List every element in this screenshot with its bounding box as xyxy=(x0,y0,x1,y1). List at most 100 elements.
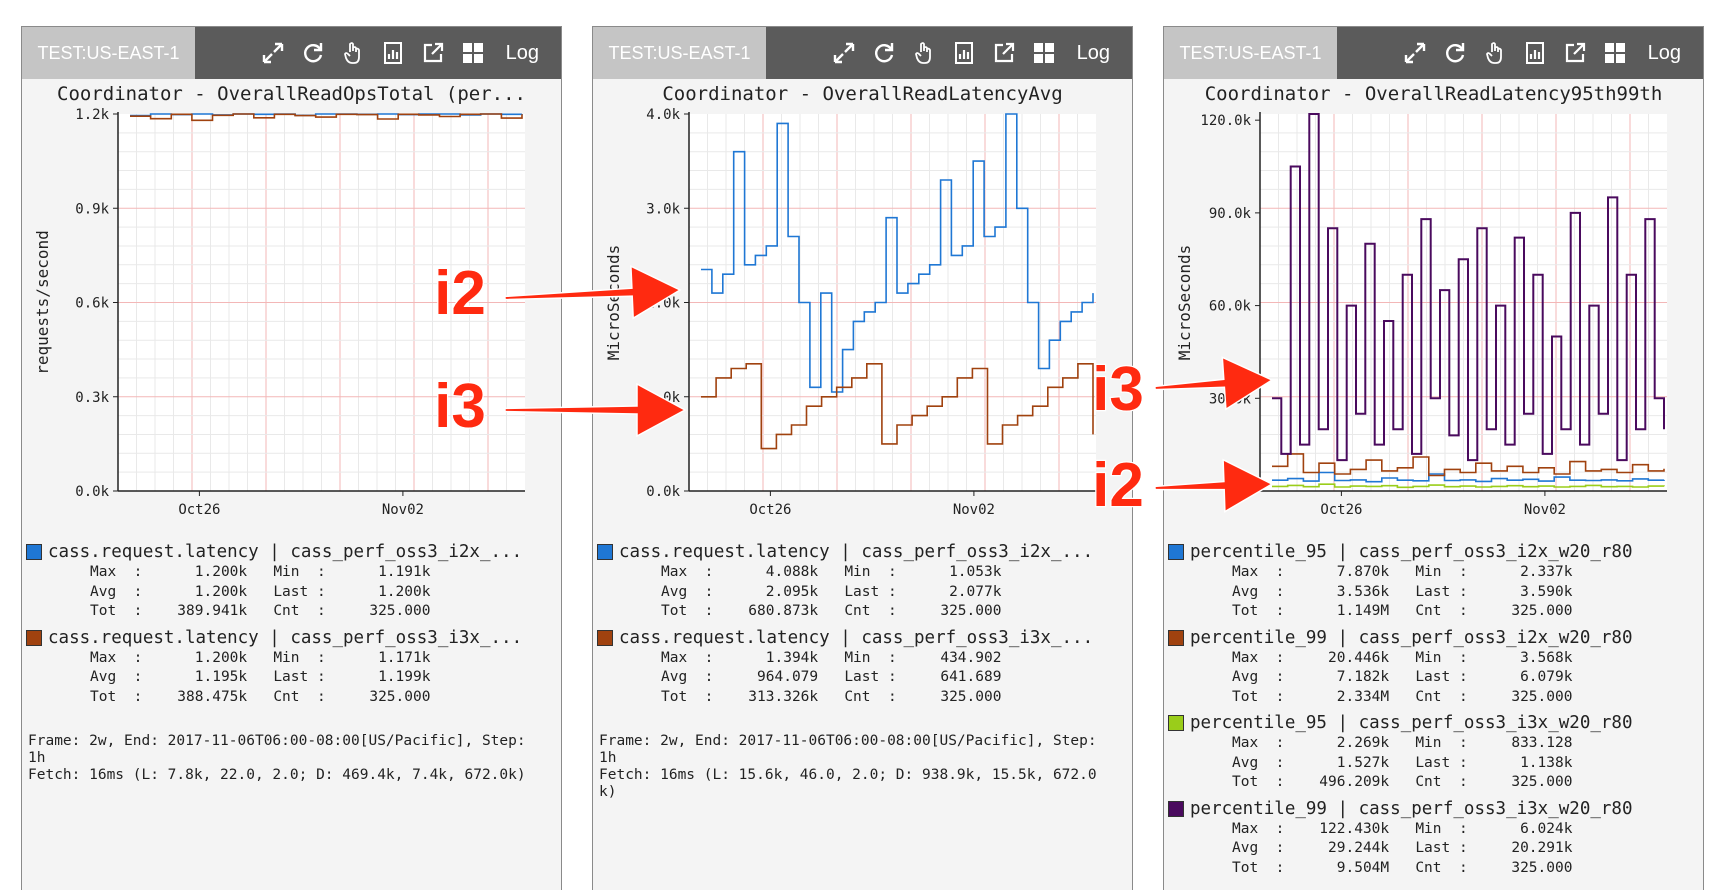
frame-info: Frame: 2w, End: 2017-11-06T06:00-08:00[U… xyxy=(599,733,1097,800)
refresh-icon[interactable] xyxy=(871,40,897,66)
legend-header: cass.request.latency | cass_perf_oss3_i2… xyxy=(597,541,1129,563)
popout-icon[interactable] xyxy=(420,40,446,66)
chart-plot[interactable]: 30.0k 60.0k 90.0k 120.0k Oct26 Nov02 MicroSeco… xyxy=(1164,27,1704,537)
popout-icon[interactable] xyxy=(991,40,1017,66)
chart-plot[interactable]: 0.0k 1.0k 2.0k 3.0k 4.0k Oct26 Nov02 MicroSecon… xyxy=(593,27,1133,537)
grid-icon[interactable] xyxy=(1031,40,1057,66)
series-line-1 xyxy=(701,113,1094,393)
legend-swatch xyxy=(26,629,42,646)
legend-swatch xyxy=(1168,800,1184,817)
refresh-icon[interactable] xyxy=(1442,40,1468,66)
legend-item[interactable]: cass.request.latency | cass_perf_oss3_i3… xyxy=(597,627,1129,708)
legend-swatch xyxy=(1168,715,1184,731)
chart-legend: cass.request.latency | cass_perf_oss3_i2… xyxy=(26,541,558,712)
legend-item[interactable]: cass.request.latency | cass_perf_oss3_i3… xyxy=(26,627,558,708)
series-line-2 xyxy=(701,363,1094,450)
y-tick-label: 4.0k xyxy=(646,107,680,123)
y-tick-label: 0.3k xyxy=(75,390,109,406)
log-button[interactable]: Log xyxy=(505,42,539,64)
cluster-tab[interactable]: TEST:US-EAST-1 xyxy=(1164,27,1337,79)
y-tick-label: 3.0k xyxy=(646,201,680,217)
panel-header: TEST:US-EAST-1 Log xyxy=(1164,27,1703,79)
legend-label: cass.request.latency | cass_perf_oss3_i2… xyxy=(619,542,1094,562)
legend-header: percentile_95 | cass_perf_oss3_i3x_w20_r… xyxy=(1168,712,1700,734)
y-tick-label: 120.0k xyxy=(1200,113,1251,129)
legend-header: percentile_99 | cass_perf_oss3_i2x_w20_r… xyxy=(1168,627,1700,649)
series-line-4 xyxy=(1272,113,1665,462)
legend-stats: Max : 7.870k Min : 2.337k Avg : 3.536k L… xyxy=(1232,564,1573,619)
x-tick-label: Oct26 xyxy=(178,502,220,518)
grid-icon[interactable] xyxy=(460,40,486,66)
dashboard-panel: TEST:US-EAST-1 Log Coordinator - OverallRe… xyxy=(592,26,1133,890)
legend-swatch xyxy=(1168,544,1184,560)
pointer-hand-icon[interactable] xyxy=(1482,40,1508,66)
y-tick-label: 60.0k xyxy=(1209,299,1252,315)
legend-stats: Max : 122.430k Min : 6.024k Avg : 29.244… xyxy=(1232,820,1573,876)
report-icon[interactable] xyxy=(1522,40,1548,66)
grid-icon[interactable] xyxy=(1602,40,1628,66)
y-axis-label: MicroSeconds xyxy=(604,245,623,361)
legend-item[interactable]: percentile_99 | cass_perf_oss3_i2x_w20_r… xyxy=(1168,627,1700,708)
expand-icon[interactable] xyxy=(1402,40,1428,66)
y-tick-label: 0.9k xyxy=(75,201,109,217)
dashboard-panel: TEST:US-EAST-1 Log Coordinator - OverallRe… xyxy=(1163,26,1704,890)
legend-stats: Max : 1.394k Min : 434.902 Avg : 964.079… xyxy=(661,649,1002,705)
report-icon[interactable] xyxy=(951,40,977,66)
legend-swatch xyxy=(597,544,613,560)
refresh-icon[interactable] xyxy=(300,40,326,66)
cluster-tab[interactable]: TEST:US-EAST-1 xyxy=(593,27,766,79)
x-tick-label: Oct26 xyxy=(1320,502,1362,518)
log-button[interactable]: Log xyxy=(1076,42,1110,64)
legend-header: percentile_95 | cass_perf_oss3_i2x_w20_r… xyxy=(1168,541,1700,563)
legend-header: percentile_99 | cass_perf_oss3_i3x_w20_r… xyxy=(1168,798,1700,820)
expand-icon[interactable] xyxy=(260,40,286,66)
legend-label: percentile_99 | cass_perf_oss3_i2x_w20_r… xyxy=(1190,627,1633,648)
legend-label: cass.request.latency | cass_perf_oss3_i3… xyxy=(48,627,523,648)
chart-plot[interactable]: 0.0k 0.3k 0.6k 0.9k 1.2k Oct26 Nov02 requests/s… xyxy=(22,27,562,537)
legend-item[interactable]: cass.request.latency | cass_perf_oss3_i2… xyxy=(597,541,1129,622)
legend-stats: Max : 20.446k Min : 3.568k Avg : 7.182k … xyxy=(1232,649,1573,705)
y-tick-label: 2.0k xyxy=(646,296,680,312)
y-tick-label: 1.2k xyxy=(75,107,109,123)
chart-legend: percentile_95 | cass_perf_oss3_i2x_w20_r… xyxy=(1168,541,1700,883)
pointer-hand-icon[interactable] xyxy=(340,40,366,66)
legend-label: percentile_99 | cass_perf_oss3_i3x_w20_r… xyxy=(1190,798,1633,819)
popout-icon[interactable] xyxy=(1562,40,1588,66)
chart-title: Coordinator - OverallReadOpsTotal (per..… xyxy=(57,83,526,105)
cluster-tab[interactable]: TEST:US-EAST-1 xyxy=(22,27,195,79)
x-tick-label: Nov02 xyxy=(953,502,995,518)
legend-header: cass.request.latency | cass_perf_oss3_i2… xyxy=(26,541,558,563)
legend-item[interactable]: cass.request.latency | cass_perf_oss3_i2… xyxy=(26,541,558,622)
y-tick-label: 0.0k xyxy=(75,484,109,500)
y-tick-label: 0.0k xyxy=(646,484,680,500)
y-tick-label: 30.0k xyxy=(1209,391,1252,407)
legend-swatch xyxy=(597,629,613,646)
expand-icon[interactable] xyxy=(831,40,857,66)
series-line-1 xyxy=(1272,471,1665,483)
pointer-hand-icon[interactable] xyxy=(911,40,937,66)
legend-stats: Max : 1.200k Min : 1.191k Avg : 1.200k L… xyxy=(90,564,431,619)
legend-label: percentile_95 | cass_perf_oss3_i3x_w20_r… xyxy=(1190,713,1633,733)
legend-item[interactable]: percentile_99 | cass_perf_oss3_i3x_w20_r… xyxy=(1168,798,1700,879)
y-axis-label: requests/second xyxy=(33,230,52,375)
x-tick-label: Nov02 xyxy=(1524,502,1566,518)
series-line-2 xyxy=(130,113,523,122)
dashboard-panel: TEST:US-EAST-1 Log Coordinator - OverallRe… xyxy=(21,26,562,890)
series-line-3 xyxy=(1272,483,1665,489)
legend-label: percentile_95 | cass_perf_oss3_i2x_w20_r… xyxy=(1190,542,1633,562)
y-tick-label: 0.6k xyxy=(75,296,109,312)
chart-legend: cass.request.latency | cass_perf_oss3_i2… xyxy=(597,541,1129,712)
legend-swatch xyxy=(26,544,42,560)
y-tick-label: 90.0k xyxy=(1209,206,1252,222)
legend-item[interactable]: percentile_95 | cass_perf_oss3_i3x_w20_r… xyxy=(1168,712,1700,793)
chart-title: Coordinator - OverallReadLatencyAvg xyxy=(662,83,1063,105)
legend-header: cass.request.latency | cass_perf_oss3_i3… xyxy=(597,627,1129,649)
legend-item[interactable]: percentile_95 | cass_perf_oss3_i2x_w20_r… xyxy=(1168,541,1700,622)
series-line-2 xyxy=(1272,453,1665,477)
legend-label: cass.request.latency | cass_perf_oss3_i2… xyxy=(48,542,523,562)
panel-header: TEST:US-EAST-1 Log xyxy=(593,27,1132,79)
y-axis-label: MicroSeconds xyxy=(1175,245,1194,361)
x-tick-label: Oct26 xyxy=(749,502,791,518)
report-icon[interactable] xyxy=(380,40,406,66)
log-button[interactable]: Log xyxy=(1647,42,1681,64)
